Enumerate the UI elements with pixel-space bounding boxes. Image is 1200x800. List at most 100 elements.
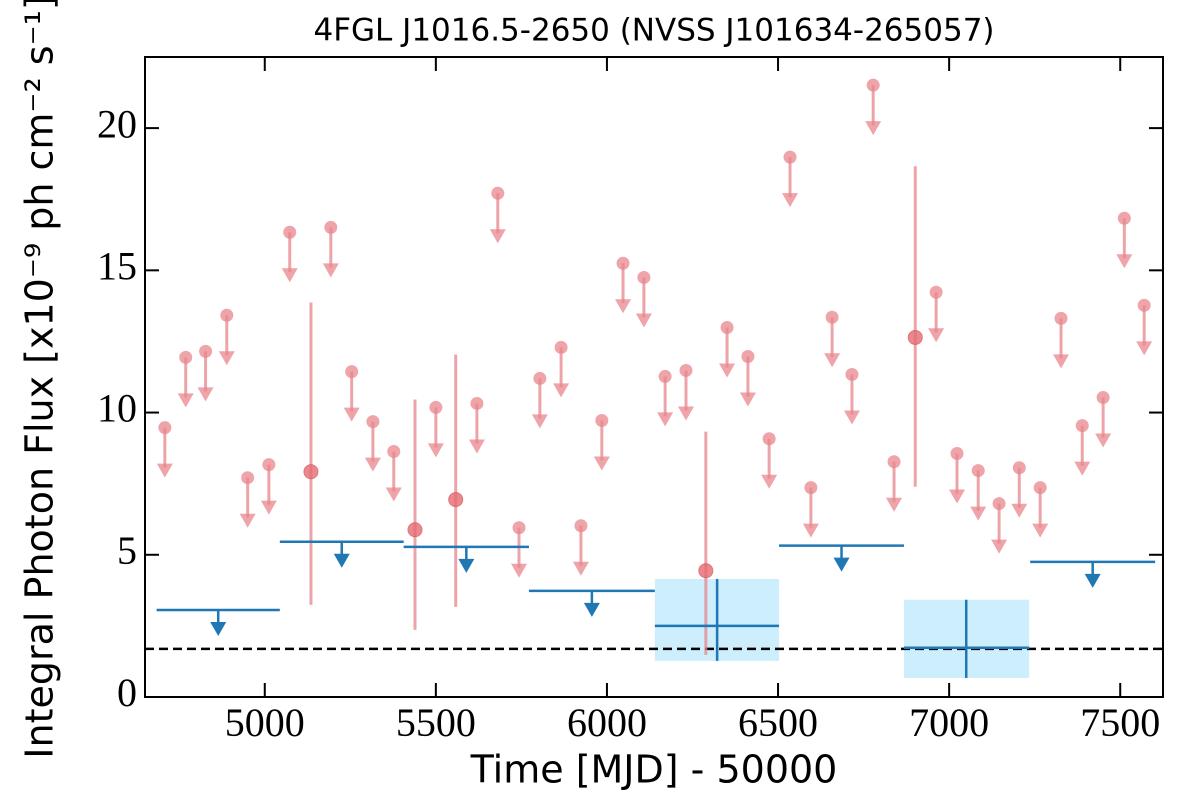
upper-limit-arrowhead xyxy=(511,563,528,578)
detection-point xyxy=(907,329,923,345)
upper-limit-arrowhead xyxy=(1011,503,1028,518)
upper-limit-point xyxy=(887,455,901,469)
upper-limit-point xyxy=(741,350,755,364)
upper-limit-point xyxy=(992,497,1006,511)
upper-limit-point xyxy=(845,367,859,381)
upper-limit-arrowhead xyxy=(427,443,444,458)
upper-limit-arrowhead xyxy=(1074,461,1091,476)
upper-limit-arrowhead xyxy=(364,457,381,472)
upper-limit-arrowhead xyxy=(657,412,674,427)
upper-limit-point xyxy=(512,521,526,535)
upper-limit-arrowhead xyxy=(843,410,860,425)
chart-title: 4FGL J1016.5-2650 (NVSS J101634-265057) xyxy=(313,13,994,49)
upper-limit-point xyxy=(1012,461,1026,475)
upper-limit-arrowhead xyxy=(322,263,339,278)
upper-limit-point xyxy=(971,464,985,478)
x-tick-label: 5500 xyxy=(396,700,476,745)
bin-upper-limit-arrowhead xyxy=(1084,573,1101,588)
upper-limit-arrowhead xyxy=(156,463,173,478)
x-tick-label: 6500 xyxy=(738,700,818,745)
upper-limit-arrowhead xyxy=(761,474,778,489)
upper-limit-point xyxy=(199,344,213,358)
y-tick-label: 10 xyxy=(97,386,137,431)
upper-limit-arrowhead xyxy=(865,121,882,136)
upper-limit-point xyxy=(720,321,734,335)
bin-upper-limit-arrowhead xyxy=(833,557,850,572)
upper-limit-arrowhead xyxy=(824,353,841,368)
upper-limit-point xyxy=(366,415,380,429)
x-tick-label: 7500 xyxy=(1080,700,1160,745)
upper-limit-point xyxy=(158,421,172,435)
upper-limit-point xyxy=(825,310,839,324)
plot-frame xyxy=(144,56,1164,698)
upper-limit-point xyxy=(929,285,943,299)
detection-point xyxy=(698,563,714,579)
upper-limit-arrowhead xyxy=(928,328,945,343)
upper-limit-arrowhead xyxy=(886,497,903,512)
upper-limit-point xyxy=(220,308,234,322)
upper-limit-arrowhead xyxy=(218,351,235,366)
upper-limit-arrowhead xyxy=(615,299,632,314)
upper-limit-point xyxy=(1033,481,1047,495)
upper-limit-arrowhead xyxy=(593,456,610,471)
upper-limit-point xyxy=(241,471,255,485)
upper-limit-arrowhead xyxy=(719,363,736,378)
upper-limit-arrowhead xyxy=(1136,341,1153,356)
upper-limit-arrowhead xyxy=(782,193,799,208)
upper-limit-point xyxy=(637,270,651,284)
upper-limit-arrowhead xyxy=(739,392,756,407)
upper-limit-arrowhead xyxy=(802,523,819,538)
bin-upper-limit-arrowhead xyxy=(210,621,227,636)
upper-limit-arrowhead xyxy=(572,561,589,576)
upper-limit-point xyxy=(345,365,359,379)
upper-limit-point xyxy=(866,78,880,92)
detection-point xyxy=(448,492,464,508)
upper-limit-arrowhead xyxy=(177,393,194,408)
upper-limit-arrowhead xyxy=(635,313,652,328)
upper-limit-point xyxy=(491,186,505,200)
upper-limit-arrowhead xyxy=(553,383,570,398)
upper-limit-arrowhead xyxy=(1095,433,1112,448)
bin-upper-limit-arrowhead xyxy=(333,553,350,568)
upper-limit-arrowhead xyxy=(677,406,694,421)
upper-limit-point xyxy=(429,400,443,414)
upper-limit-point xyxy=(283,225,297,239)
upper-limit-arrowhead xyxy=(949,489,966,504)
upper-limit-point xyxy=(762,432,776,446)
upper-limit-point xyxy=(179,350,193,364)
upper-limit-point xyxy=(1075,419,1089,433)
upper-limit-point xyxy=(595,414,609,428)
upper-limit-point xyxy=(1054,311,1068,325)
x-tick-label: 5000 xyxy=(225,700,305,745)
upper-limit-point xyxy=(679,363,693,377)
upper-limit-arrowhead xyxy=(1053,354,1070,369)
upper-limit-point xyxy=(533,371,547,385)
upper-limit-arrowhead xyxy=(1032,523,1049,538)
upper-limit-point xyxy=(1096,390,1110,404)
upper-limit-point xyxy=(658,369,672,383)
upper-limit-point xyxy=(950,447,964,461)
upper-limit-point xyxy=(574,519,588,533)
upper-limit-arrowhead xyxy=(197,387,214,402)
y-tick-label: 20 xyxy=(97,101,137,146)
y-tick-label: 0 xyxy=(117,670,137,715)
x-tick-label: 6000 xyxy=(567,700,647,745)
upper-limit-point xyxy=(324,220,338,234)
upper-limit-arrowhead xyxy=(239,513,256,528)
x-axis-label: Time [MJD] - 50000 xyxy=(470,748,838,792)
upper-limit-point xyxy=(804,481,818,495)
upper-limit-arrowhead xyxy=(970,506,987,521)
upper-limit-arrowhead xyxy=(343,407,360,422)
upper-limit-point xyxy=(387,445,401,459)
upper-limit-arrowhead xyxy=(1116,254,1133,269)
bin-upper-limit-arrowhead xyxy=(583,602,600,617)
detection-point xyxy=(303,464,319,480)
x-tick-label: 7000 xyxy=(909,700,989,745)
y-tick-label: 15 xyxy=(97,244,137,289)
upper-limit-arrowhead xyxy=(385,487,402,502)
upper-limit-arrowhead xyxy=(991,539,1008,554)
upper-limit-point xyxy=(470,396,484,410)
y-axis-label: Integral Photon Flux [x10⁻⁹ ph cm⁻² s⁻¹] xyxy=(18,0,62,759)
upper-limit-point xyxy=(262,458,276,472)
